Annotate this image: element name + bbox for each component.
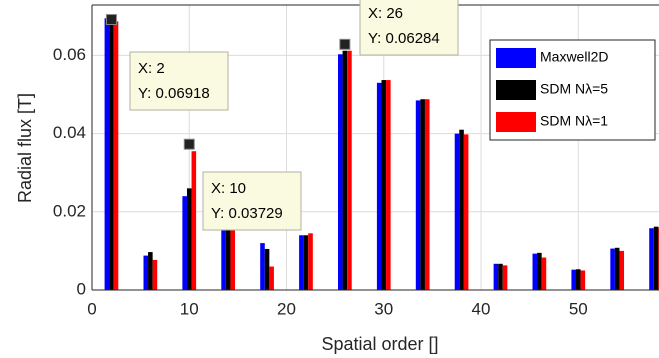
datatip-y: Y: 0.06284 xyxy=(368,30,440,47)
bar xyxy=(104,18,110,291)
bar xyxy=(342,50,348,291)
x-axis-label: Spatial order [] xyxy=(321,334,438,354)
bar xyxy=(308,233,313,290)
bar xyxy=(381,80,387,290)
bar xyxy=(109,19,114,290)
bar xyxy=(415,100,421,290)
datatip-box xyxy=(202,171,302,231)
bar xyxy=(191,151,197,290)
bar xyxy=(338,54,343,290)
bar xyxy=(424,99,430,290)
datatip-y: Y: 0.06918 xyxy=(138,85,210,102)
bar xyxy=(376,82,382,290)
legend-swatch xyxy=(496,112,536,132)
bar xyxy=(580,270,586,290)
x-tick-label: 40 xyxy=(472,299,491,318)
x-tick-label: 10 xyxy=(180,299,199,318)
y-axis-label: Radial flux [T] xyxy=(15,93,35,203)
bar xyxy=(420,99,425,290)
bar xyxy=(225,222,231,290)
y-tick-label: 0.06 xyxy=(53,45,86,64)
bar xyxy=(269,266,274,290)
bar xyxy=(260,243,265,290)
datatip-marker xyxy=(105,14,117,26)
bar xyxy=(649,228,654,290)
bar xyxy=(303,235,309,290)
datatip-marker xyxy=(339,38,351,50)
bar xyxy=(186,188,192,290)
bar xyxy=(148,252,153,290)
datatip-x: X: 10 xyxy=(211,180,246,197)
legend-swatch xyxy=(496,80,536,100)
bar xyxy=(537,252,542,290)
bar xyxy=(463,134,469,290)
bar xyxy=(347,50,352,291)
bar xyxy=(498,263,503,290)
x-tick-label: 30 xyxy=(374,299,393,318)
x-tick-label: 50 xyxy=(569,299,588,318)
datatip-marker xyxy=(183,138,195,150)
bar xyxy=(532,253,538,290)
datatip-box xyxy=(359,0,459,56)
bar xyxy=(113,21,119,291)
datatip-x: X: 2 xyxy=(138,60,165,77)
bar xyxy=(152,259,158,290)
datatip-y: Y: 0.03729 xyxy=(211,205,283,222)
bar xyxy=(230,224,236,290)
bar xyxy=(143,255,149,290)
datatip-x: X: 26 xyxy=(368,5,403,22)
bar xyxy=(264,248,270,290)
y-tick-label: 0.02 xyxy=(53,201,86,220)
bar xyxy=(575,269,581,290)
bar xyxy=(299,235,304,290)
bar xyxy=(493,263,499,290)
x-tick-label: 20 xyxy=(277,299,296,318)
bar xyxy=(571,269,576,290)
bar xyxy=(459,129,464,290)
legend-label: SDM Nλ=1 xyxy=(540,113,608,129)
bar xyxy=(614,247,620,290)
legend-label: Maxwell2D xyxy=(540,49,608,65)
bar xyxy=(619,250,625,290)
y-tick-label: 0 xyxy=(77,279,86,298)
bar xyxy=(541,257,547,290)
bar xyxy=(502,265,508,290)
y-tick-label: 0.04 xyxy=(53,123,86,142)
x-tick-label: 0 xyxy=(87,299,96,318)
legend-swatch xyxy=(496,48,536,68)
bar xyxy=(454,133,460,290)
bar xyxy=(221,224,226,290)
bars xyxy=(104,18,659,291)
bar xyxy=(610,248,615,290)
datatip-box xyxy=(129,51,229,111)
bar xyxy=(386,80,391,290)
bar xyxy=(182,196,187,290)
bar xyxy=(653,226,659,290)
legend-label: SDM Nλ=5 xyxy=(540,81,608,97)
